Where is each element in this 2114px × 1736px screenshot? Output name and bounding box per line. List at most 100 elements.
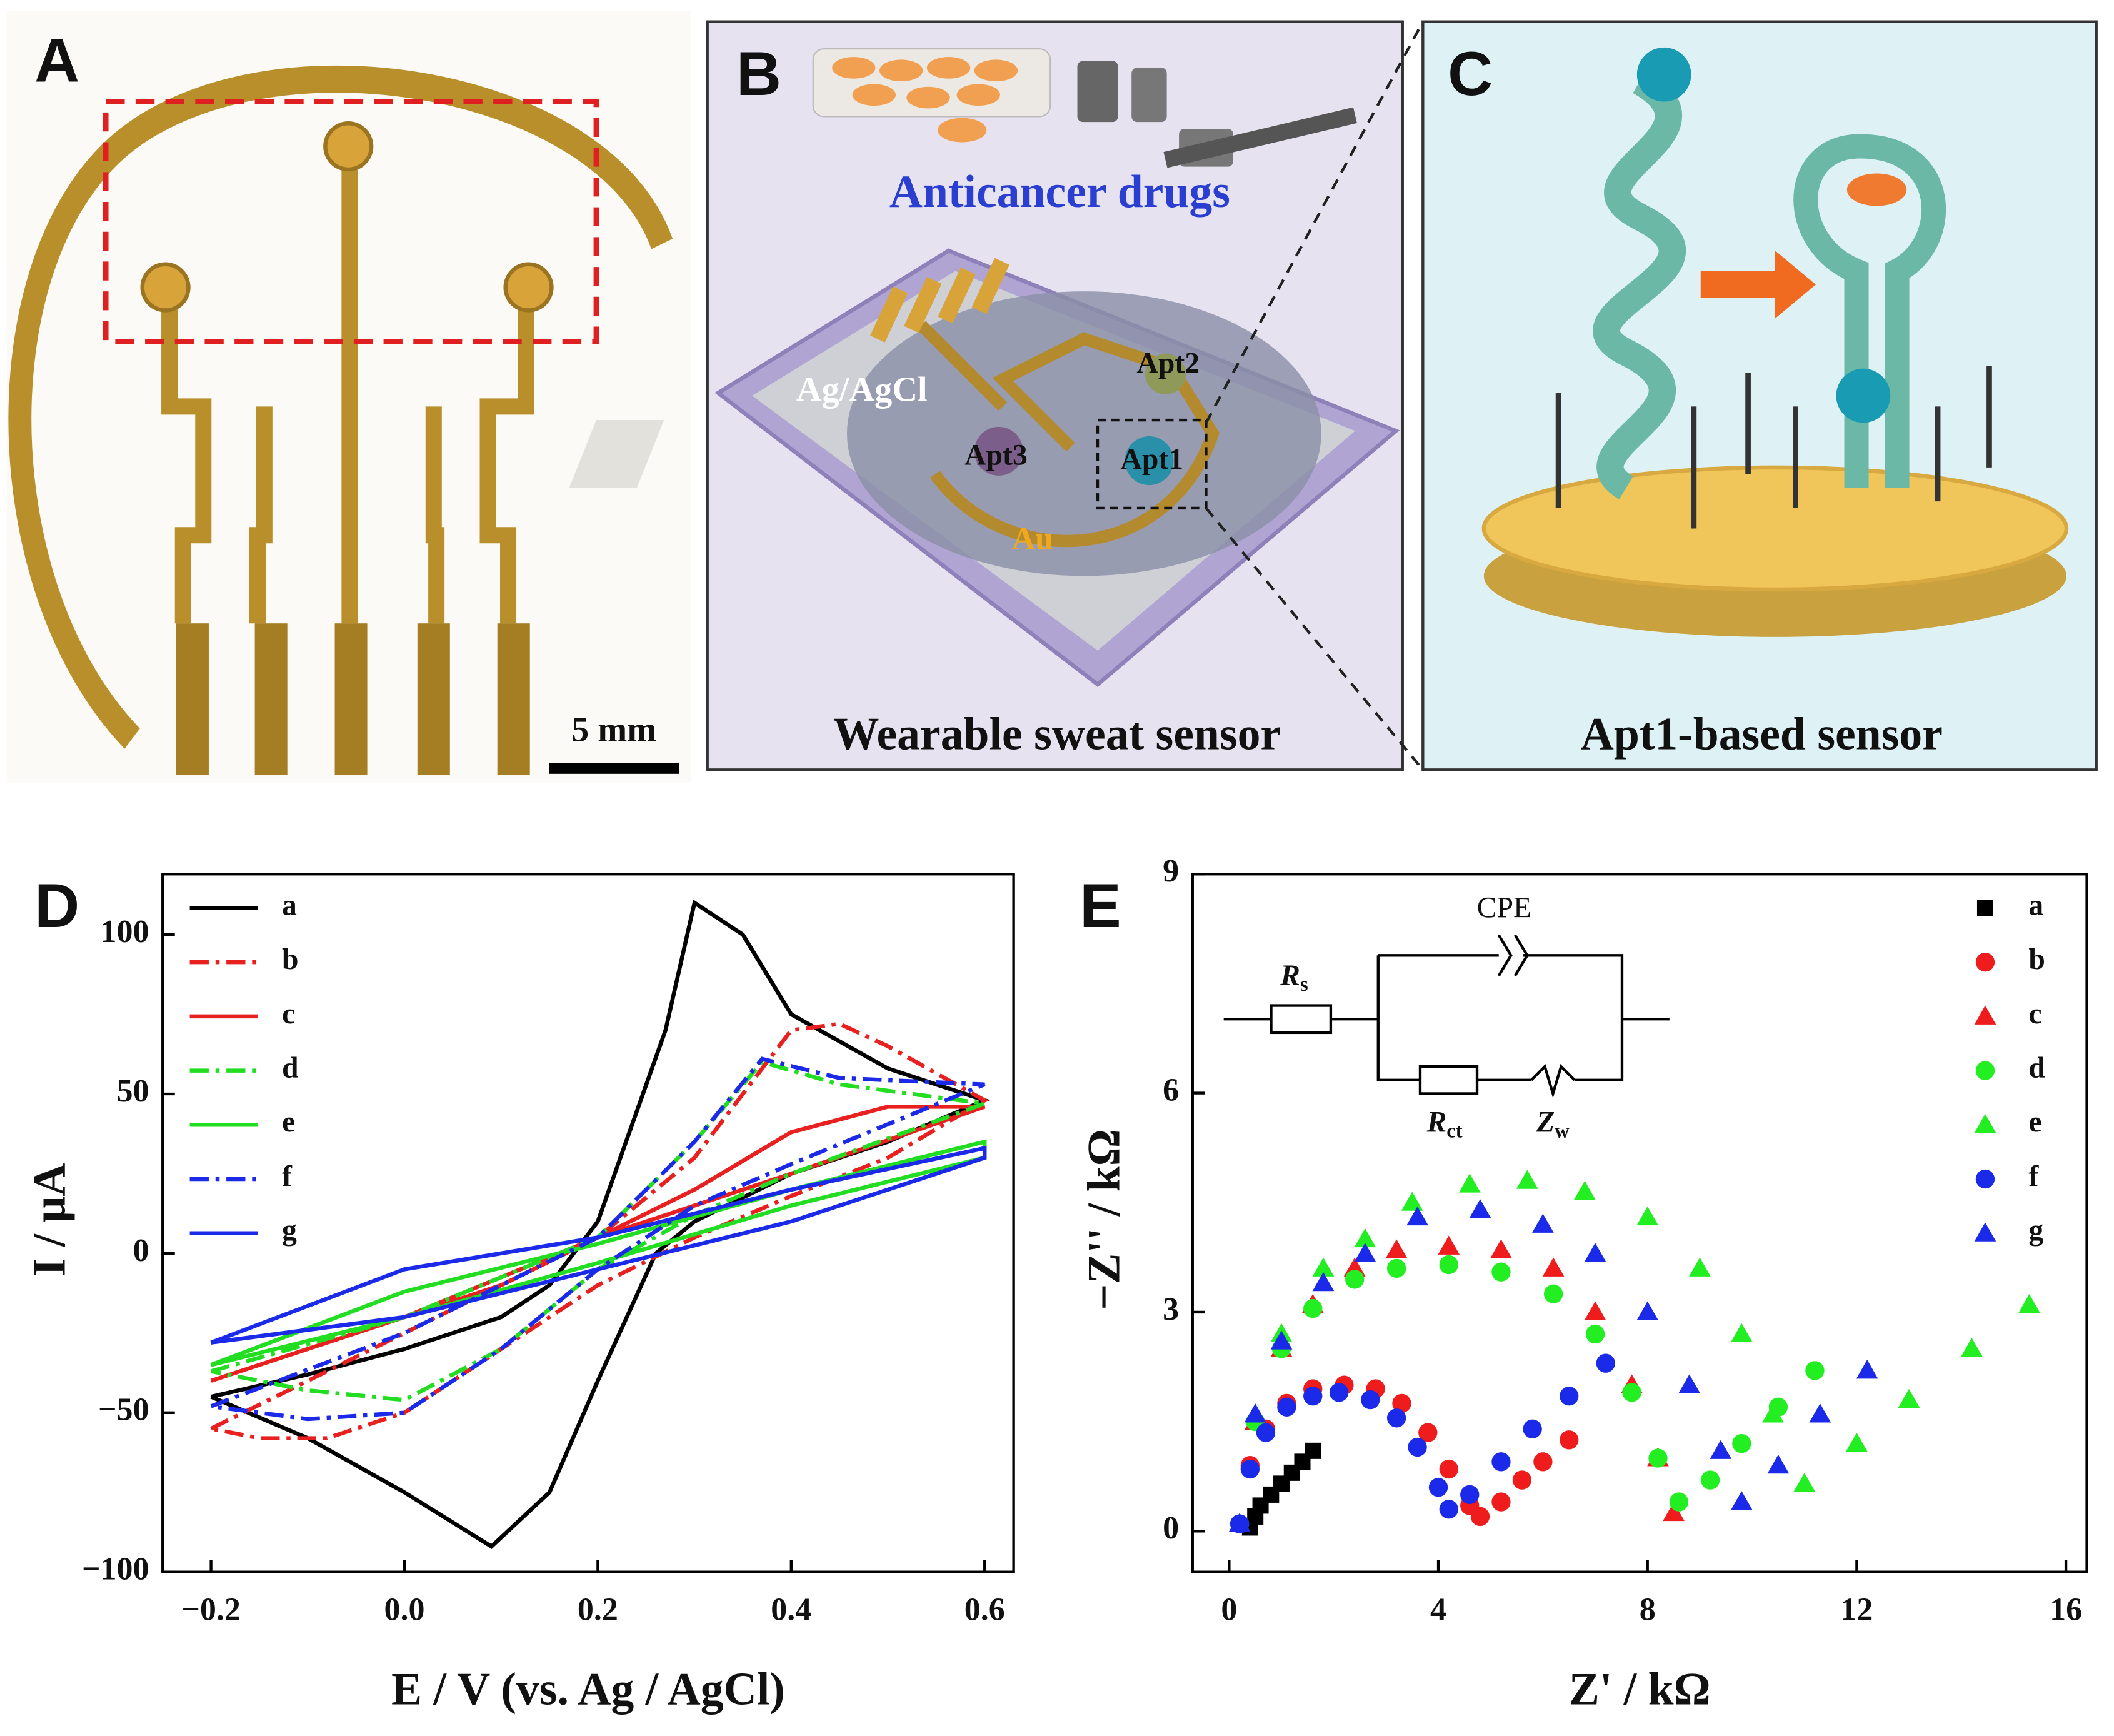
highlight-box — [103, 99, 599, 344]
point — [1491, 1452, 1511, 1472]
point — [1277, 1397, 1296, 1417]
cv-curve — [210, 1056, 986, 1422]
electrodes — [140, 121, 554, 313]
point — [1401, 1192, 1423, 1211]
point — [1689, 1257, 1711, 1277]
legend-marker — [1975, 1061, 1995, 1080]
x-tick-label: 0.4 — [771, 1592, 811, 1628]
point — [1622, 1383, 1641, 1402]
point — [1439, 1500, 1458, 1519]
legend-label: e — [282, 1106, 295, 1138]
point — [1512, 1470, 1532, 1490]
legend-marker — [1974, 1113, 1996, 1133]
legend-label: a — [2028, 889, 2043, 921]
legend-marker — [1976, 900, 1993, 916]
legend-swatch — [1974, 1005, 1996, 1025]
legend-label: d — [2028, 1052, 2045, 1085]
reference-strip — [569, 420, 664, 488]
x-tick-label: 16 — [2050, 1592, 2082, 1628]
point — [1584, 1301, 1606, 1320]
legend-label: g — [282, 1215, 297, 1247]
point — [1345, 1270, 1365, 1289]
legend-label: a — [282, 889, 297, 921]
x-tick-label: 4 — [1430, 1592, 1446, 1628]
point — [1573, 1180, 1596, 1200]
y-tick-label: 3 — [1163, 1292, 1179, 1327]
component-symbol: R — [1426, 1106, 1446, 1138]
circuit-wires — [1223, 954, 1670, 1081]
point — [1585, 1324, 1605, 1344]
panel-b: Anticancer drugs Ag/AgCl Apt2 Apt3 Apt1 … — [706, 20, 1404, 771]
legend-label: b — [282, 943, 299, 976]
y-tick-label: −50 — [98, 1392, 149, 1428]
point — [1469, 1199, 1491, 1218]
panel-caption: Apt1-based sensor — [1581, 708, 1943, 759]
y-axis-label: −Z'' / kΩ — [1078, 1129, 1129, 1310]
zoom-box — [1096, 418, 1208, 510]
point — [1793, 1473, 1816, 1492]
point — [1244, 1403, 1266, 1423]
x-tick-label: 0.0 — [384, 1592, 424, 1628]
panel-label: D — [34, 871, 79, 941]
point — [1385, 1239, 1408, 1258]
ion-sphere — [1836, 368, 1891, 423]
blocking-chains — [1555, 366, 1992, 529]
ion-sphere — [1636, 47, 1691, 102]
legend-swatch — [1975, 1061, 1995, 1080]
point — [1270, 1330, 1293, 1350]
reference-label: Ag/AgCl — [796, 371, 928, 409]
legend-label: c — [282, 998, 295, 1030]
point — [1312, 1272, 1335, 1292]
point — [1560, 1387, 1579, 1406]
panel-a: 5 mm A — [6, 11, 691, 784]
component-label: Zw — [1536, 1106, 1570, 1143]
point — [1256, 1423, 1276, 1442]
aptamer-unfolded — [1593, 69, 1686, 499]
x-tick-label: 0.2 — [578, 1592, 618, 1628]
panel-caption: Wearable sweat sensor — [833, 708, 1281, 759]
panel-label: A — [34, 26, 79, 95]
point — [1438, 1235, 1460, 1255]
point — [1542, 1257, 1565, 1277]
x-tick-label: 0.6 — [964, 1592, 1005, 1628]
point — [1392, 1393, 1411, 1413]
arrow — [1700, 251, 1816, 319]
point — [1354, 1243, 1376, 1262]
point — [1303, 1387, 1323, 1406]
aptamer-folded — [1793, 134, 1946, 488]
cv-curve — [210, 1145, 987, 1345]
point — [1648, 1448, 1668, 1468]
point — [1560, 1430, 1579, 1450]
point — [1809, 1403, 1831, 1423]
point — [1523, 1419, 1542, 1438]
component-symbol: R — [1280, 960, 1300, 992]
point — [1961, 1337, 1983, 1357]
point — [1361, 1390, 1380, 1410]
connector-pads — [870, 258, 1009, 343]
warburg-symbol — [1530, 1063, 1576, 1098]
drugs-label: Anticancer drugs — [889, 166, 1230, 217]
x-axis-label: E / V (vs. Ag / AgCl) — [391, 1663, 785, 1715]
gold-traces — [161, 149, 534, 624]
legend-marker — [1975, 952, 1995, 972]
component-subscript: ct — [1446, 1120, 1462, 1143]
apt3-electrode — [974, 426, 1023, 476]
point — [1303, 1298, 1323, 1318]
chart: −0.2 0.0 0.2 0.4 0.6 −100 −50 0 50 100 E / V (vs. … — [24, 871, 1015, 1715]
point — [1762, 1403, 1784, 1423]
point — [1596, 1353, 1615, 1373]
legend-swatch — [1974, 1222, 1996, 1242]
resistor — [1418, 1065, 1479, 1095]
x-tick-label: −0.2 — [181, 1592, 241, 1628]
legend-marker — [1974, 1222, 1996, 1242]
point — [1543, 1284, 1563, 1303]
point — [1805, 1361, 1825, 1380]
point — [1460, 1485, 1480, 1505]
legend-label: c — [2028, 998, 2041, 1030]
point — [1386, 1408, 1406, 1428]
point — [1470, 1507, 1490, 1527]
point — [1418, 1423, 1438, 1442]
point — [1732, 1433, 1751, 1453]
legend-label: d — [282, 1052, 299, 1085]
x-axis-label: Z' / kΩ — [1569, 1663, 1711, 1715]
